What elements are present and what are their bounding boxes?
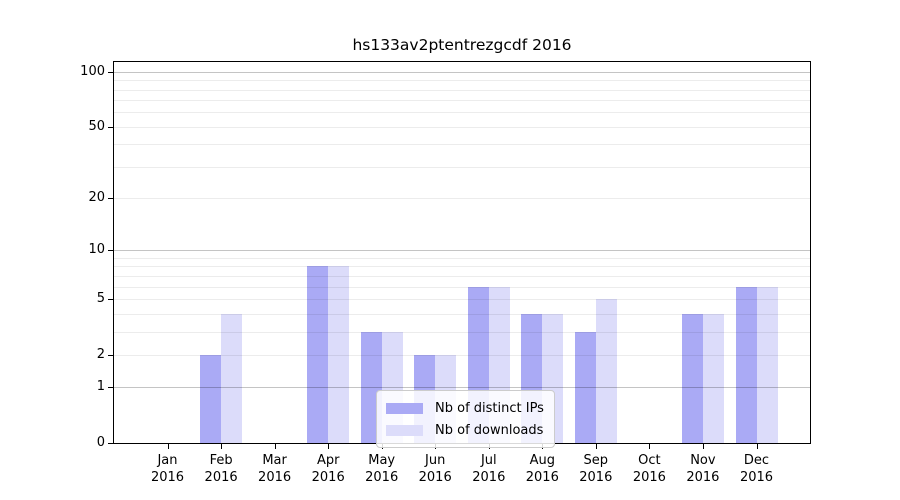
- y-tick-5: [108, 298, 113, 300]
- gridline-30: [114, 166, 810, 168]
- y-tick-1: [108, 387, 113, 389]
- x-tick-oct: [649, 444, 651, 449]
- gridline-9: [114, 257, 810, 259]
- bar-feb-distinct-ips: [200, 354, 222, 443]
- legend: Nb of distinct IPs Nb of downloads: [376, 390, 555, 448]
- x-tick-label-apr: Apr 2016: [311, 453, 345, 485]
- x-tick-label-oct: Oct 2016: [632, 453, 666, 485]
- x-tick-mar: [274, 444, 276, 449]
- x-tick-label-nov: Nov 2016: [686, 453, 720, 485]
- x-tick-jan: [167, 444, 169, 449]
- y-tick-label-0: 0: [96, 435, 105, 450]
- gridline-50: [114, 126, 810, 128]
- y-tick-label-50: 50: [88, 118, 105, 134]
- bar-nov-downloads: [702, 313, 724, 443]
- legend-swatch-distinct-ips: [386, 402, 423, 414]
- y-tick-label-10: 10: [88, 242, 105, 258]
- legend-label-downloads: Nb of downloads: [435, 422, 544, 438]
- y-tick-label-100: 100: [80, 63, 105, 79]
- legend-item-downloads: Nb of downloads: [386, 419, 544, 441]
- gridline-20: [114, 198, 810, 200]
- y-tick-0: [108, 443, 113, 444]
- y-tick-50: [108, 126, 113, 128]
- gridline-5: [114, 298, 810, 300]
- x-tick-label-may: May 2016: [365, 453, 399, 485]
- x-tick-label-mar: Mar 2016: [258, 453, 292, 485]
- x-tick-label-jul: Jul 2016: [472, 453, 506, 485]
- gridline-6: [114, 286, 810, 288]
- x-tick-apr: [328, 444, 330, 449]
- x-tick-dec: [756, 444, 758, 449]
- gridline-3: [114, 331, 810, 333]
- gridline-4: [114, 313, 810, 315]
- gridline-10: [114, 250, 810, 252]
- gridline-1: [114, 387, 810, 389]
- gridline-90: [114, 80, 810, 82]
- x-tick-label-sep: Sep 2016: [579, 453, 613, 485]
- gridline-100: [114, 71, 810, 73]
- y-tick-20: [108, 198, 113, 200]
- x-tick-label-aug: Aug 2016: [525, 453, 559, 485]
- x-tick-label-jan: Jan 2016: [150, 453, 185, 485]
- gridline-40: [114, 144, 810, 146]
- y-tick-10: [108, 250, 113, 252]
- y-tick-2: [108, 354, 113, 356]
- legend-swatch-downloads: [386, 424, 423, 436]
- bar-feb-downloads: [221, 313, 243, 443]
- bar-sep-downloads: [595, 298, 617, 443]
- x-tick-label-feb: Feb 2016: [204, 453, 238, 485]
- plot-area: Nb of distinct IPs Nb of downloads: [113, 61, 811, 448]
- bar-sep-distinct-ips: [574, 331, 596, 443]
- bar-nov-distinct-ips: [681, 313, 703, 443]
- gridline-7: [114, 275, 810, 277]
- x-tick-sep: [595, 444, 597, 449]
- x-tick-label-jun: Jun 2016: [418, 453, 452, 485]
- gridline-60: [114, 112, 810, 114]
- gridline-80: [114, 89, 810, 91]
- gridline-2: [114, 354, 810, 356]
- bar-apr-distinct-ips: [307, 266, 329, 443]
- y-tick-label-20: 20: [88, 190, 105, 206]
- bar-dec-distinct-ips: [735, 286, 757, 443]
- x-tick-nov: [702, 444, 704, 449]
- bar-apr-downloads: [328, 266, 350, 443]
- x-tick-label-dec: Dec 2016: [739, 453, 774, 485]
- chart-title: hs133av2ptentrezgcdf 2016: [352, 36, 572, 54]
- y-tick-label-5: 5: [96, 290, 105, 306]
- gridline-70: [114, 100, 810, 102]
- x-tick-feb: [221, 444, 223, 449]
- legend-item-distinct-ips: Nb of distinct IPs: [386, 397, 544, 419]
- y-tick-100: [108, 71, 113, 73]
- gridline-8: [114, 266, 810, 268]
- bar-dec-downloads: [756, 286, 778, 443]
- y-tick-label-2: 2: [96, 346, 105, 362]
- legend-label-distinct-ips: Nb of distinct IPs: [435, 400, 544, 416]
- y-tick-label-1: 1: [96, 379, 105, 395]
